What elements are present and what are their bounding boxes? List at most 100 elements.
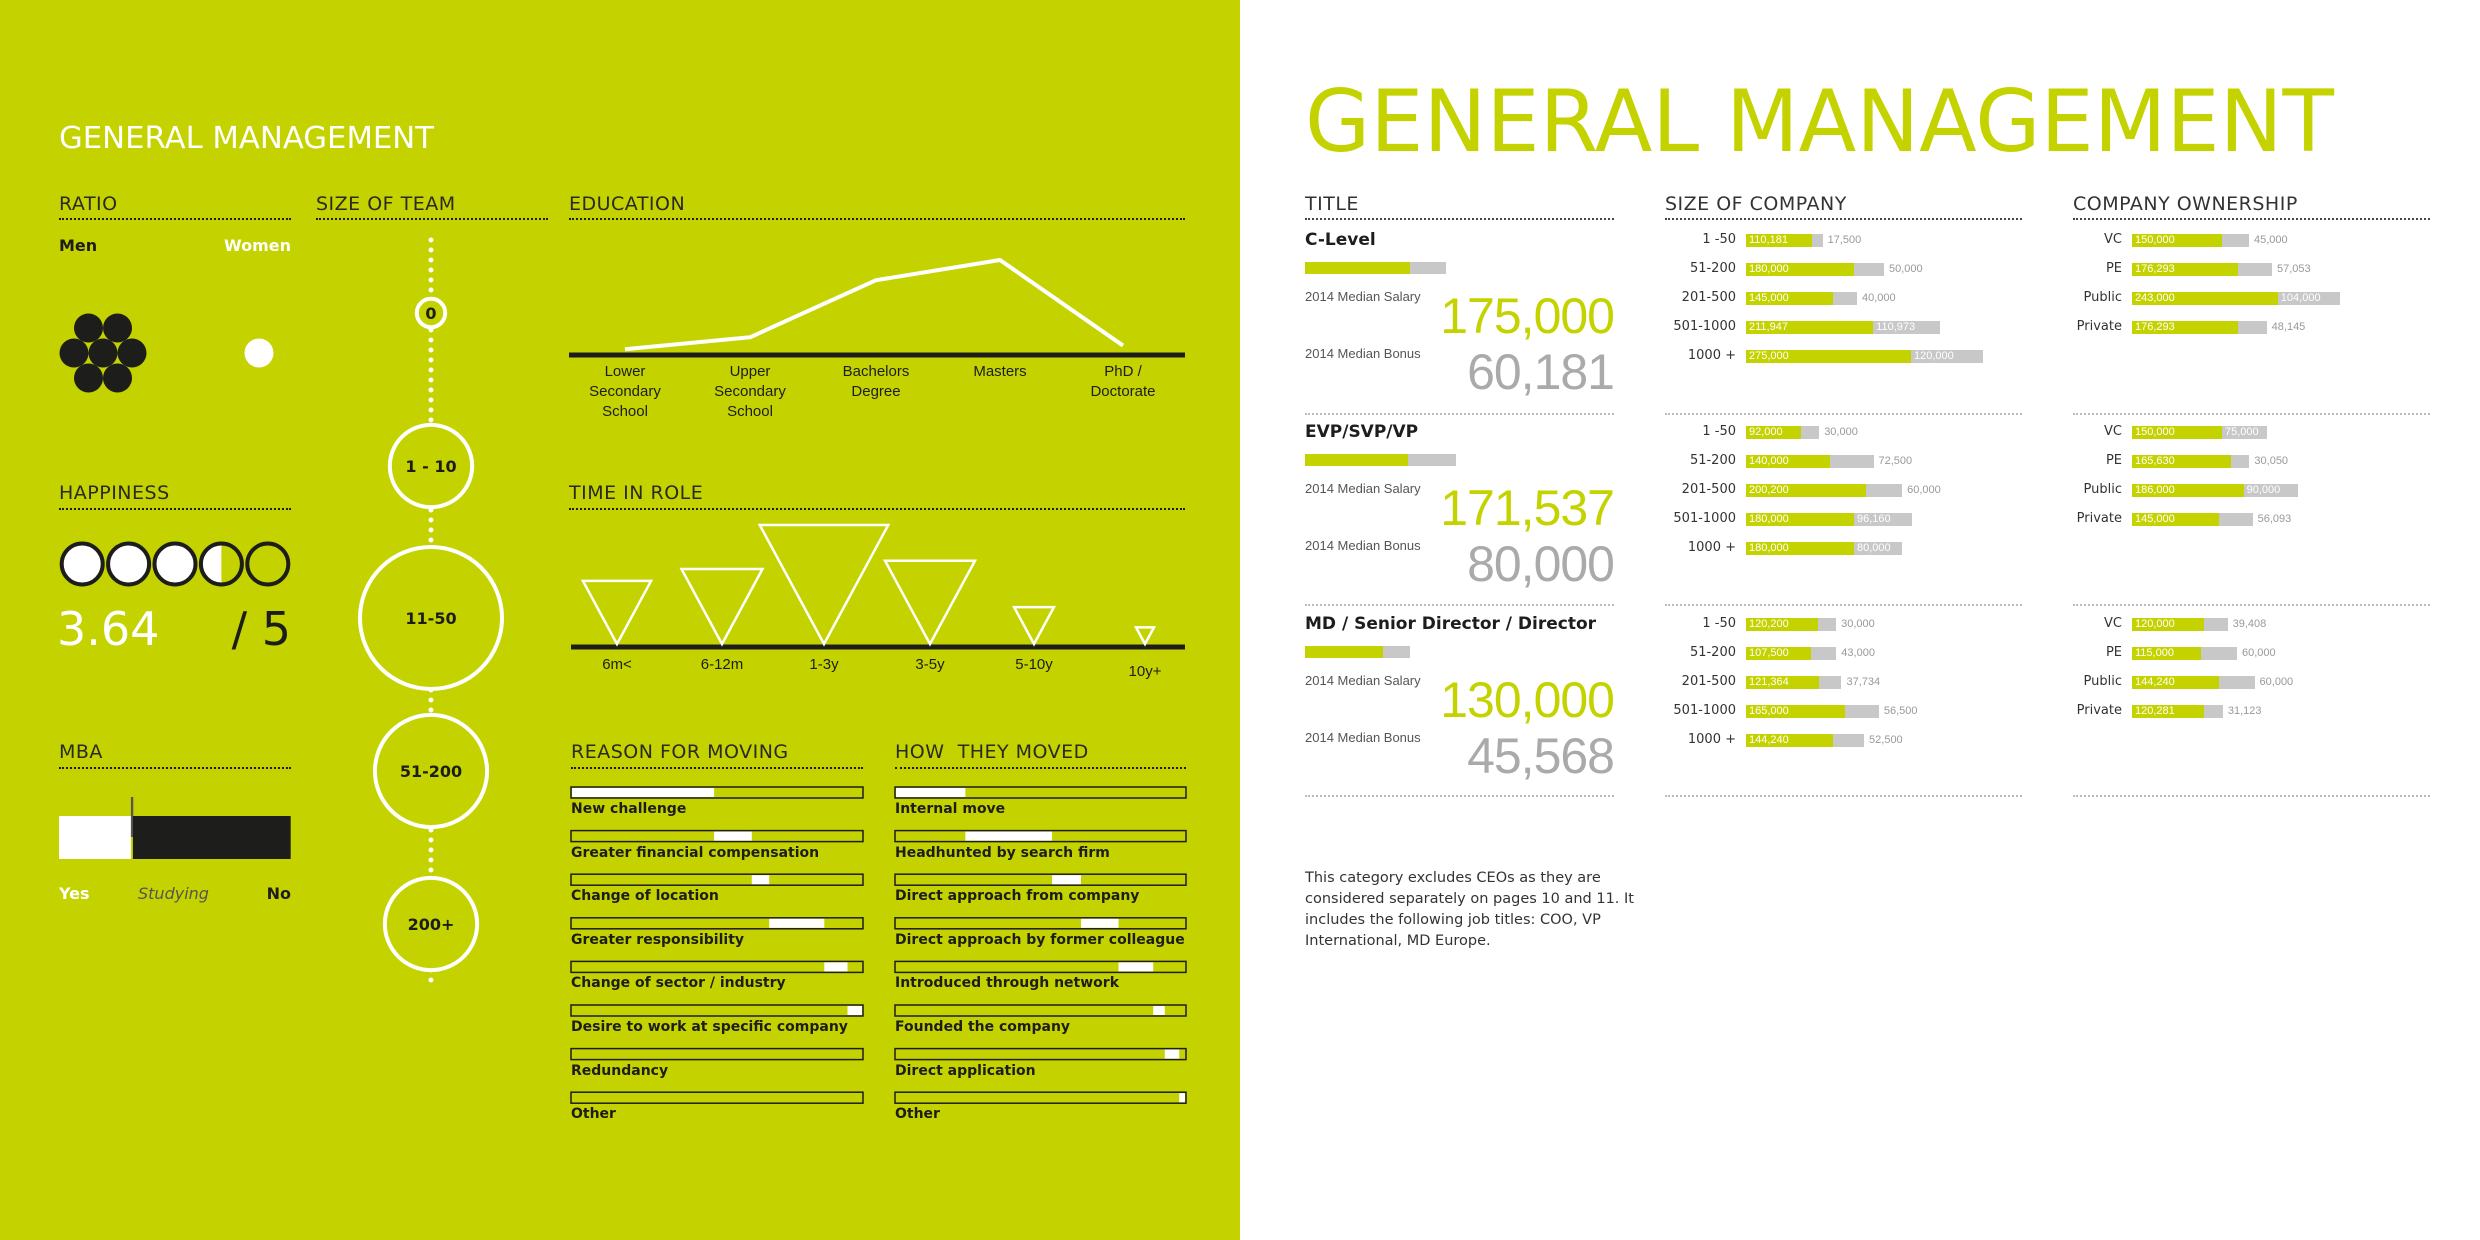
divider: [569, 218, 1185, 220]
rating-circle-icon: [198, 541, 244, 587]
reason-bar-track: [570, 829, 864, 843]
mba-studying-label: Studying: [138, 884, 209, 903]
how-moved-bar-track: [894, 1091, 1187, 1104]
education-label-line: Secondary: [714, 383, 786, 400]
men-icon: [103, 313, 132, 343]
how-moved-label: Headhunted by search firm: [895, 844, 1110, 861]
how-moved-bar-track: [894, 829, 1187, 843]
women-label: Women: [224, 236, 291, 255]
mba-yes-bar: [59, 816, 131, 859]
divider: [571, 767, 863, 769]
how-moved-bar-track: [894, 917, 1187, 930]
ratio-header: RATIO: [59, 193, 118, 215]
left-panel-title: GENERAL MANAGEMENT: [59, 121, 435, 156]
rating-circle-icon: [59, 541, 105, 587]
reason-bar-fill: [847, 1006, 862, 1015]
mba-no-bar: [132, 816, 291, 859]
reason-bar-fill: [714, 831, 752, 841]
how-moved-bar-fill: [896, 788, 966, 797]
education-line: [624, 258, 1125, 352]
reason-label: Redundancy: [571, 1062, 669, 1079]
team-bubble: [372, 712, 490, 830]
divider: [895, 767, 1186, 769]
mba-header: MBA: [59, 741, 103, 763]
women-icon: [244, 338, 274, 368]
reason-bar-track: [570, 960, 864, 974]
rating-fill: [61, 543, 103, 585]
rating-fill: [154, 543, 196, 585]
education-category-label: Lower Secondary School: [589, 362, 661, 422]
how-moved-bar-fill: [965, 831, 1053, 841]
reason-bar-track: [570, 1047, 864, 1061]
education-label-line: School: [727, 403, 773, 420]
time-in-role-triangle: [580, 579, 654, 647]
how-moved-bar-track: [894, 873, 1187, 886]
divider: [59, 508, 291, 510]
reason-label: Change of location: [571, 888, 719, 905]
mba-no-label: No: [266, 884, 291, 903]
reason-bar-fill: [824, 962, 848, 972]
how-moved-label: Internal move: [895, 801, 1006, 817]
men-label: Men: [59, 236, 98, 255]
happiness-max: / 5: [231, 602, 291, 656]
divider: [569, 508, 1185, 510]
reason-bar-track: [570, 1091, 864, 1104]
time-in-role-label: 3-5y: [915, 656, 945, 673]
education-label-line: Doctorate: [1090, 383, 1156, 400]
team-bubble-label: 11-50: [405, 609, 456, 628]
happiness-score: 3.64: [57, 602, 160, 656]
time-in-role-label: 1-3y: [809, 656, 839, 673]
education-category-label: Bachelors Degree: [843, 362, 910, 402]
reason-header: REASON FOR MOVING: [571, 741, 789, 763]
time-in-role-label: 6-12m: [700, 656, 744, 673]
reason-label: Greater responsibility: [571, 931, 745, 948]
how-moved-label: Direct application: [895, 1062, 1036, 1079]
reason-bar-track: [570, 917, 864, 930]
men-icon: [59, 338, 89, 368]
time-in-role-triangle: [1133, 626, 1157, 647]
mba-studying-bar: [130, 797, 134, 837]
reason-bar-track: [570, 786, 864, 799]
how-moved-bar-fill: [1118, 962, 1154, 972]
how-moved-bar-track: [894, 1047, 1187, 1061]
time-in-role-triangle: [882, 559, 978, 647]
men-icon: [88, 338, 118, 368]
time-in-role-triangle: [757, 523, 891, 647]
time-in-role-label: 5-10y: [1015, 656, 1053, 673]
education-label-line: PhD /: [1104, 363, 1142, 380]
education-header: EDUCATION: [569, 193, 686, 215]
team-bubble: [414, 296, 448, 330]
education-category-label: Upper Secondary School: [714, 362, 786, 422]
team-bubble-label: 200+: [408, 915, 455, 934]
left-panel-title-svg: GENERAL MANAGEMENT: [59, 121, 435, 156]
divider: [59, 767, 291, 769]
time-in-role-triangle: [679, 567, 765, 647]
happiness-header: HAPPINESS: [59, 482, 170, 504]
reason-bar-track: [570, 1004, 864, 1017]
education-label-line: Masters: [973, 363, 1027, 380]
education-label-line: Bachelors: [842, 363, 910, 380]
how-moved-bar-track: [894, 960, 1187, 974]
time-in-role-header: TIME IN ROLE: [569, 482, 704, 504]
education-label-line: Degree: [851, 383, 901, 400]
team-bubble-label: 0: [425, 304, 436, 323]
how-moved-bar-fill: [1153, 1006, 1165, 1015]
how-moved-label: Other: [895, 1106, 940, 1123]
team-bubble: [358, 545, 504, 691]
mba-yes-label: Yes: [59, 884, 90, 903]
how-moved-label: Direct approach by former colleague: [895, 931, 1185, 948]
team-bubble: [387, 422, 475, 510]
education-category-label: Masters: [973, 362, 1026, 382]
how-moved-label: Direct approach from company: [895, 888, 1140, 905]
how-moved-bar-track: [894, 786, 1187, 799]
education-label-line: Lower: [604, 363, 646, 380]
how-moved-bar-fill: [1052, 875, 1081, 885]
reason-label: Greater financial compensation: [571, 844, 820, 861]
how-moved-bar-track: [894, 1004, 1187, 1017]
reason-bar-fill: [572, 788, 715, 797]
divider: [316, 218, 548, 220]
team-bubble-label: 1 - 10: [405, 457, 456, 476]
right-panel: [1240, 0, 2480, 1240]
how-moved-label: Founded the company: [895, 1019, 1071, 1035]
rating-circle-icon: [152, 541, 198, 587]
